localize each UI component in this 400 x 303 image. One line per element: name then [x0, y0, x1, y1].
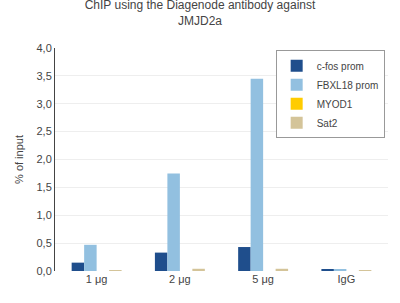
svg-text:4,0: 4,0	[37, 42, 52, 54]
svg-text:FBXL18 prom: FBXL18 prom	[317, 80, 379, 91]
svg-text:5 μg: 5 μg	[252, 273, 274, 285]
svg-text:1,0: 1,0	[37, 209, 52, 221]
svg-text:IgG: IgG	[338, 273, 356, 285]
svg-text:c-fos prom: c-fos prom	[317, 61, 364, 72]
svg-text:2,0: 2,0	[37, 153, 52, 165]
svg-text:1,5: 1,5	[37, 181, 52, 193]
svg-text:% of input: % of input	[13, 135, 25, 184]
svg-text:0,5: 0,5	[37, 237, 52, 249]
svg-text:3,5: 3,5	[37, 70, 52, 82]
svg-text:0,0: 0,0	[37, 265, 52, 277]
svg-text:3,0: 3,0	[37, 98, 52, 110]
svg-text:2,5: 2,5	[37, 125, 52, 137]
svg-text:2 μg: 2 μg	[169, 273, 191, 285]
svg-text:1 μg: 1 μg	[86, 273, 108, 285]
svg-text:MYOD1: MYOD1	[317, 99, 353, 110]
svg-text:Sat2: Sat2	[317, 118, 338, 129]
svg-text:ChIP using the Diagenode antib: ChIP using the Diagenode antibody agains…	[85, 0, 316, 28]
